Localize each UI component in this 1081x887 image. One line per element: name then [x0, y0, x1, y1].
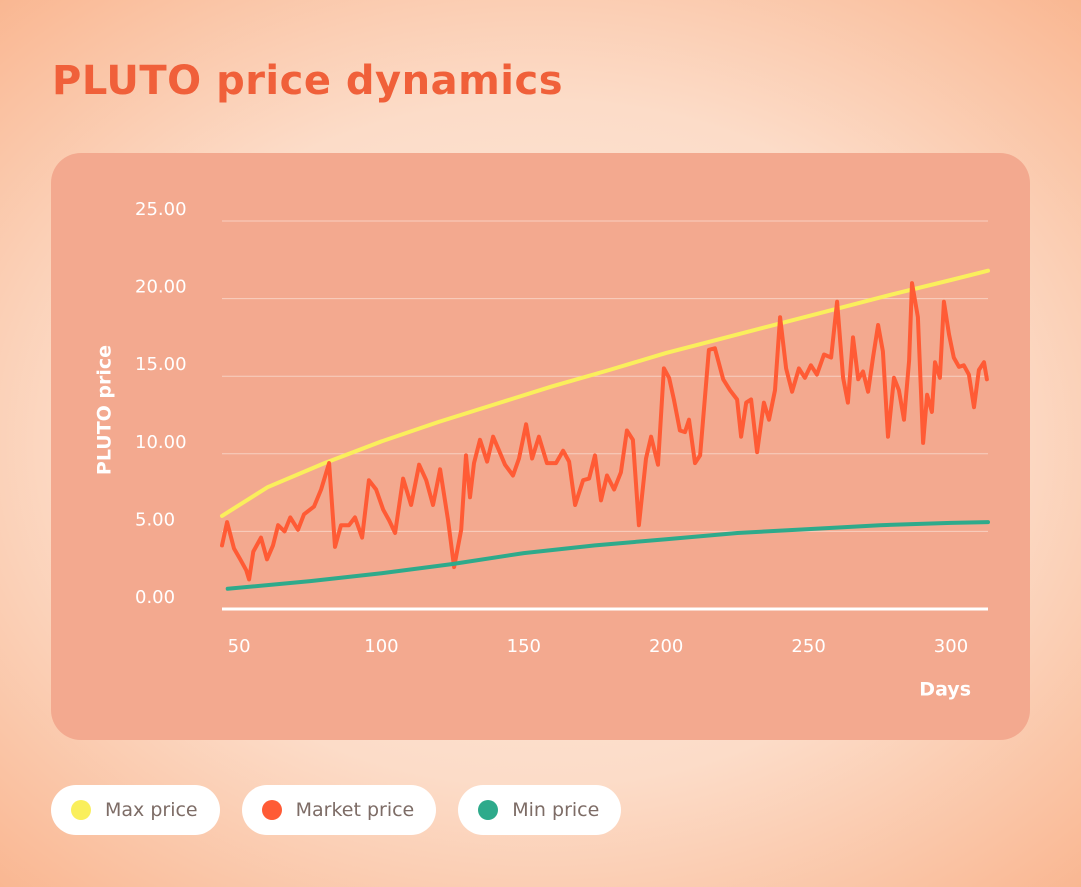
line-series [220, 268, 990, 518]
x-tick-label: 50 [228, 636, 251, 657]
x-tick-label: 150 [507, 636, 541, 657]
y-tick-label: 25.00 [135, 199, 187, 220]
legend-swatch [261, 800, 282, 820]
y-tick-label: 15.00 [135, 354, 187, 375]
line-series [220, 281, 989, 582]
chart-title: PLUTO price dynamics [52, 58, 563, 104]
legend-item: Min price [458, 785, 622, 835]
y-axis-label: PLUTO price [94, 345, 116, 475]
line-series [225, 520, 990, 591]
x-tick-label: 200 [649, 636, 683, 657]
x-axis-label: Days [919, 679, 971, 701]
y-tick-label: 10.00 [135, 432, 187, 453]
y-tick-label: 5.00 [135, 509, 175, 530]
x-tick-label: 300 [934, 636, 968, 657]
legend-swatch [71, 800, 91, 820]
legend-item: Max price [51, 785, 220, 835]
x-tick-label: 100 [364, 636, 398, 657]
legend-label: Market price [295, 799, 415, 821]
legend-swatch [478, 800, 499, 820]
legend-label: Min price [512, 799, 600, 821]
y-tick-label: 0.00 [135, 587, 175, 608]
y-tick-label: 20.00 [135, 277, 187, 298]
legend-label: Max price [105, 799, 198, 821]
legend: Max price Market price Min price [51, 785, 622, 835]
legend-item: Market price [241, 785, 437, 835]
x-tick-label: 250 [791, 636, 825, 657]
